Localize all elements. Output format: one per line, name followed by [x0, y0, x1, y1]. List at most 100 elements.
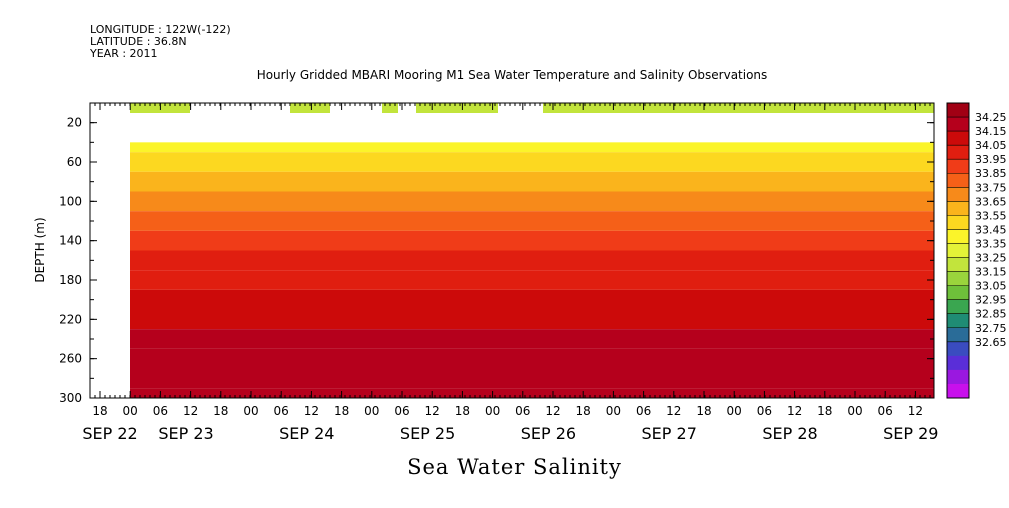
x-hour-label: 00 [606, 404, 621, 418]
x-hour-label: 06 [515, 404, 530, 418]
x-hour-label: 12 [666, 404, 681, 418]
y-tick-label: 140 [59, 234, 82, 248]
axes: 20 60 100 140 180 220 260 300 DEPTH (m) 18 00 06 12 1… [33, 102, 938, 443]
y-tick-label: 260 [59, 352, 82, 366]
colorbar-label: 34.15 [975, 125, 1007, 138]
salinity-band [130, 250, 934, 271]
colorbar-label: 32.85 [975, 308, 1007, 321]
colorbar-swatch [947, 327, 969, 343]
colorbar-swatch [947, 271, 969, 287]
colorbar-swatch [947, 243, 969, 259]
plot-frame [89, 102, 935, 399]
salinity-band [130, 230, 934, 251]
colorbar-swatch [947, 117, 969, 132]
colorbar-swatch [947, 355, 969, 371]
chart-title: Hourly Gridded MBARI Mooring M1 Sea Wate… [256, 68, 768, 82]
salinity-band [130, 309, 934, 330]
colorbar-frame [946, 102, 970, 399]
salinity-band [130, 191, 934, 212]
plot-subtitle: Sea Water Salinity [407, 455, 622, 479]
y-axis-label: DEPTH (m) [33, 217, 47, 282]
salinity-band [130, 171, 934, 192]
longitude-label: LONGITUDE : 122W(-122) [90, 23, 231, 36]
colorbar-label: 32.95 [975, 294, 1007, 307]
x-hour-label: 00 [364, 404, 379, 418]
salinity-band [130, 142, 934, 153]
x-hour-label: 18 [213, 404, 228, 418]
x-day-label: SEP 28 [762, 424, 817, 443]
x-day-label: SEP 23 [158, 424, 213, 443]
colorbar-label: 33.85 [975, 167, 1007, 180]
x-hour-label: 18 [92, 404, 107, 418]
y-tick-label: 20 [67, 116, 82, 130]
colorbar-label: 33.45 [975, 223, 1007, 236]
colorbar-swatch [947, 215, 969, 230]
salinity-band [130, 270, 934, 290]
salinity-band [130, 329, 934, 349]
x-hour-label: 18 [696, 404, 711, 418]
plot-field [90, 103, 934, 398]
x-hour-label: 18 [334, 404, 349, 418]
salinity-band [130, 388, 934, 398]
colorbar-swatch [947, 313, 969, 329]
surface-salinity-segment [382, 103, 398, 113]
x-day-label: SEP 22 [82, 424, 137, 443]
colorbar-label: 33.25 [975, 252, 1007, 265]
y-tick-label: 60 [67, 155, 82, 169]
colorbar-label: 33.15 [975, 266, 1007, 279]
x-day-label: SEP 24 [279, 424, 334, 443]
colorbar-swatch [947, 103, 969, 118]
y-tick-label: 300 [59, 391, 82, 405]
x-hour-label: 12 [425, 404, 440, 418]
colorbar-swatch [947, 257, 969, 273]
x-hour-label: 12 [908, 404, 923, 418]
colorbar-swatch [947, 187, 969, 202]
colorbar-swatch [947, 299, 969, 315]
colorbar-label: 34.05 [975, 139, 1007, 152]
x-hour-label: 06 [757, 404, 772, 418]
colorbar-swatch [947, 369, 969, 385]
colorbar-swatch [947, 383, 969, 399]
colorbar-label: 34.25 [975, 111, 1007, 124]
x-hour-label: 12 [183, 404, 198, 418]
salinity-band [130, 368, 934, 389]
x-hour-label: 18 [455, 404, 470, 418]
salinity-band [130, 348, 934, 369]
x-hour-label: 00 [243, 404, 258, 418]
x-hour-label: 12 [304, 404, 319, 418]
y-tick-label: 100 [59, 194, 82, 208]
x-hour-label: 06 [636, 404, 651, 418]
colorbar-swatch [947, 285, 969, 301]
colorbar-swatch [947, 173, 969, 188]
colorbar-swatch [947, 229, 969, 244]
colorbar-swatch [947, 201, 969, 216]
colorbar: 34.2534.1534.0533.9533.8533.7533.6533.55… [946, 102, 1007, 399]
colorbar-label: 32.75 [975, 322, 1007, 335]
x-day-label: SEP 27 [642, 424, 697, 443]
colorbar-label: 33.65 [975, 195, 1007, 208]
x-day-label: SEP 29 [883, 424, 938, 443]
x-hour-label: 18 [817, 404, 832, 418]
x-day-label: SEP 25 [400, 424, 455, 443]
colorbar-label: 32.65 [975, 336, 1007, 349]
x-hour-label: 18 [576, 404, 591, 418]
x-hour-label: 06 [153, 404, 168, 418]
colorbar-swatch [947, 341, 969, 357]
y-tick-label: 180 [59, 273, 82, 287]
year-label: YEAR : 2011 [90, 47, 158, 60]
x-hour-label: 06 [394, 404, 409, 418]
salinity-band [130, 152, 934, 172]
x-hour-label: 12 [787, 404, 802, 418]
colorbar-swatch [947, 159, 969, 174]
x-hour-label: 06 [878, 404, 893, 418]
x-hour-label: 00 [727, 404, 742, 418]
salinity-band [130, 289, 934, 310]
colorbar-label: 33.35 [975, 237, 1007, 250]
x-hour-label: 00 [485, 404, 500, 418]
x-hour-label: 06 [274, 404, 289, 418]
latitude-label: LATITUDE : 36.8N [90, 35, 187, 48]
x-day-label: SEP 26 [521, 424, 576, 443]
x-hour-label: 00 [123, 404, 138, 418]
